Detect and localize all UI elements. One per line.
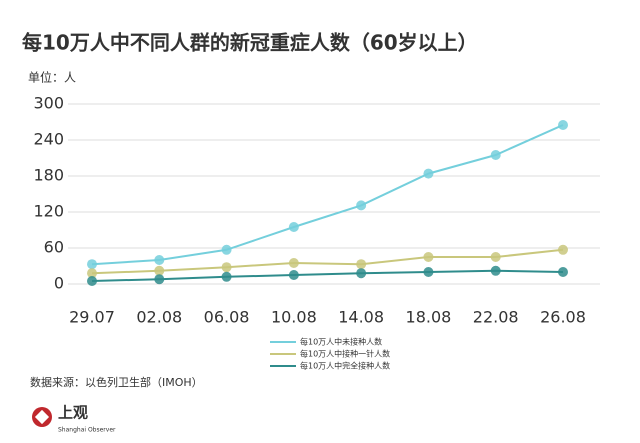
data-point	[423, 267, 434, 277]
data-point	[87, 276, 97, 286]
legend-label: 每10万人中完全接种人数	[300, 361, 390, 371]
series-line	[91, 269, 564, 282]
x-tick-label: 06.08	[204, 308, 250, 327]
x-tick-label: 29.07	[69, 308, 115, 327]
legend-label: 每10万人中接种一针人数	[300, 349, 390, 359]
data-point	[356, 259, 367, 270]
data-point	[558, 120, 568, 130]
x-tick-label: 26.08	[540, 308, 586, 327]
data-point	[356, 268, 367, 279]
x-tick-label: 02.08	[136, 308, 182, 327]
y-tick-label: 180	[33, 166, 64, 185]
data-point	[490, 252, 501, 262]
data-point	[221, 271, 232, 282]
data-point	[423, 252, 434, 262]
brand-logo: 上观 Shanghai Observer	[32, 404, 116, 434]
unit-label: 单位：人	[28, 70, 76, 85]
data-point	[288, 270, 299, 280]
y-tick-label: 240	[33, 130, 64, 149]
chart-title: 每10万人中不同人群的新冠重症人数（60岁以上）	[22, 31, 478, 55]
data-point	[288, 258, 299, 268]
x-tick-label: 14.08	[338, 308, 384, 327]
data-point	[490, 150, 501, 160]
data-point	[221, 262, 232, 273]
source: 数据来源：以色列卫生部（IMOH）	[30, 375, 203, 389]
data-point	[288, 222, 299, 232]
data-point	[423, 168, 434, 179]
x-tick-label: 18.08	[406, 308, 452, 327]
series-line	[91, 124, 564, 266]
brand-subtitle: Shanghai Observer	[58, 427, 116, 434]
data-point	[154, 255, 165, 265]
data-point	[356, 200, 367, 211]
brand-name: 上观	[58, 404, 88, 422]
data-point	[490, 265, 501, 276]
data-point	[558, 267, 568, 277]
y-tick-label: 0	[54, 274, 64, 293]
x-tick-label: 22.08	[473, 308, 519, 327]
data-point	[558, 244, 568, 255]
y-tick-label: 60	[44, 238, 64, 257]
data-point	[87, 268, 97, 279]
x-tick-label: 10.08	[271, 308, 317, 327]
y-tick-label: 120	[33, 202, 64, 221]
data-point	[87, 259, 97, 270]
y-tick-label: 300	[33, 94, 64, 113]
data-point	[221, 244, 232, 255]
series-line	[91, 248, 564, 275]
legend-label: 每10万人中未接种人数	[300, 337, 382, 347]
logo-icon-inner	[34, 409, 50, 425]
data-point	[154, 274, 165, 285]
data-point	[154, 265, 165, 276]
